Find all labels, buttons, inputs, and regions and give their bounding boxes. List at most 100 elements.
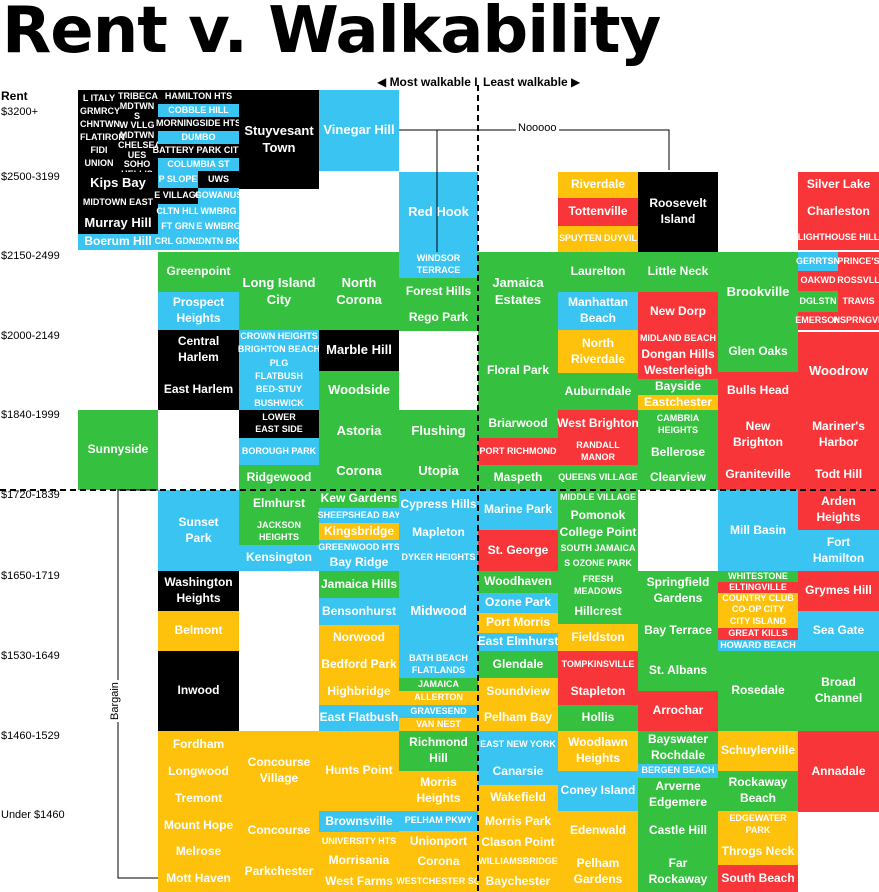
neighborhood-label: Bensonhurst [322,604,396,620]
neighborhood-label: BED-STUY [255,384,302,395]
neighborhood-label: HEIGHTS [657,425,698,435]
neighborhood-label: Glen Oaks [728,344,787,360]
neighborhood-cell: New Brighton [718,410,798,460]
neighborhood-cell: COUNTRY CLUB [718,593,798,604]
neighborhood-cell: West Farms [319,871,399,892]
neighborhood-label: Far Rockaway [649,856,708,887]
neighborhood-label: GREENWOOD HTS [318,542,400,554]
neighborhood-cell: MIDDLE VILLAGE [558,490,638,506]
neighborhood-label: BATH BEACH FLATLANDS [409,653,468,676]
neighborhood-cell: Westerleigh [638,363,718,379]
neighborhood-cell: Graniteville [718,460,798,490]
neighborhood-cell: Charleston [798,198,879,226]
neighborhood-cell: CAMBRIA HEIGHTS [638,410,718,440]
neighborhood-cell: WILLIAMSBRIDGE [478,852,558,871]
neighborhood-label: Manhattan Beach [568,295,628,326]
neighborhood-cell: Baychester [478,871,558,892]
neighborhood-label: East Harlem [164,382,233,398]
neighborhood-label: Bedford Park [321,656,397,671]
neighborhood-label: RANDALL [576,439,620,450]
neighborhood-label: MANOR [581,451,615,462]
neighborhood-label: FLATIRON [80,132,125,142]
neighborhood-label: Hunts Point [325,763,392,779]
neighborhood-label: Mill Basin [729,522,786,537]
neighborhood-label: ROSSVLL [837,275,879,287]
neighborhood-label: Broad [821,675,856,690]
neighborhood-label: GREAT KILLS [728,628,788,639]
neighborhood-cell: Ozone Park [478,593,558,613]
neighborhood-cell: Jamaica Estates [478,252,558,331]
neighborhood-label: Tremont [174,790,223,805]
neighborhood-label: Marine Park [483,502,553,517]
neighborhood-cell: DUMBO [158,131,239,144]
neighborhood-label: Brighton [733,435,783,449]
neighborhood-label: Port Morris [485,615,550,630]
neighborhood-label: MEADOWS [574,585,622,596]
neighborhood-label: COUNTRY CLUB [722,593,794,605]
neighborhood-label: PELHAM PKWY [405,815,473,827]
neighborhood-label: GERRTSN [796,256,840,268]
neighborhood-label: Mariner's [812,419,865,434]
neighborhood-label: Maspeth [493,469,543,484]
neighborhood-label: Norwood [333,630,385,646]
neighborhood-cell: Norwood [319,625,399,651]
neighborhood-label: MIDTOWN EAST [83,197,153,209]
neighborhood-label: BRIGHTON BEACH [237,344,321,355]
neighborhood-cell: Woodlawn Heights [558,731,638,771]
neighborhood-cell: Bay Terrace [638,611,718,651]
neighborhood-label: Midwood [410,603,466,620]
neighborhood-cell: PELHAM PKWY [399,811,478,831]
neighborhood-label: EDGEWATER PARK [729,813,786,836]
neighborhood-label: QUEENS VILLAGE [558,472,638,484]
neighborhood-label: DUMBO [181,131,216,142]
neighborhood-label: VAN NEST [416,719,461,731]
neighborhood-label: Unionport [410,834,467,850]
neighborhood-label: TRAVIS [842,295,875,306]
neighborhood-cell: Arverne Edgemere [638,778,718,811]
neighborhood-label: WESTCHESTER SQ [396,875,481,886]
neighborhood-cell: Rosedale [718,651,798,731]
neighborhood-cell: ELTINGVILLE [718,582,798,593]
neighborhood-label: WILLIAMSBRIDGE [478,856,558,868]
neighborhood-label: Hollis [581,710,615,725]
neighborhood-label: CHNTWN [80,119,120,129]
neighborhood-label: Canarsie [493,764,544,780]
neighborhood-cell: Castle Hill [638,811,718,851]
neighborhood-label: CITY ISLAND [730,616,786,628]
neighborhood-label: Clearview [650,470,706,486]
neighborhood-cell: GOWANUS [195,188,242,204]
neighborhood-label: OAKWD [801,275,836,287]
neighborhood-label: East Elmhurst [477,634,559,649]
neighborhood-label: Morrisania [328,853,390,868]
neighborhood-label: Arden [821,494,856,509]
neighborhood-label: BOROUGH PARK [241,445,317,456]
neighborhood-label: Woodhaven [484,574,552,589]
neighborhood-label: Springfield [646,575,710,590]
neighborhood-cell: GREENWOOD HTS [318,540,400,555]
neighborhood-label: Utopia [418,462,459,478]
neighborhood-label: COBBLE HILL [168,105,229,117]
neighborhood-cell: Prospect Heights [158,292,239,330]
neighborhood-label: Corona [417,853,460,868]
neighborhood-cell: Glen Oaks [718,332,798,372]
neighborhood-label: CHELSEA [118,139,162,150]
neighborhood-cell: Morris Park [478,811,558,833]
neighborhood-label: Laurelton [571,264,626,280]
neighborhood-label: Kips Bay [90,175,146,192]
neighborhood-label: Kingsbridge [323,523,394,538]
neighborhood-cell: Fieldston [558,624,638,651]
rent-band-label: $2000-2149 [1,330,60,342]
neighborhood-cell: Greenpoint [158,252,239,292]
neighborhood-cell: Mount Hope [158,812,239,839]
rent-band-label: $1840-1999 [1,409,60,421]
neighborhood-cell: Manhattan Beach [558,292,638,330]
neighborhood-label: Boerum Hill [84,234,152,249]
neighborhood-cell: GERRTSN [796,252,840,271]
neighborhood-label: New Dorp [650,304,706,320]
neighborhood-cell: Morrisania [319,851,399,871]
neighborhood-label: HAMILTON HTS [165,91,232,103]
neighborhood-label: East Harlem [163,382,234,397]
neighborhood-label: Beach [579,311,617,325]
neighborhood-label: Forest Hills [406,284,471,300]
neighborhood-label: Greenpoint [166,264,230,280]
